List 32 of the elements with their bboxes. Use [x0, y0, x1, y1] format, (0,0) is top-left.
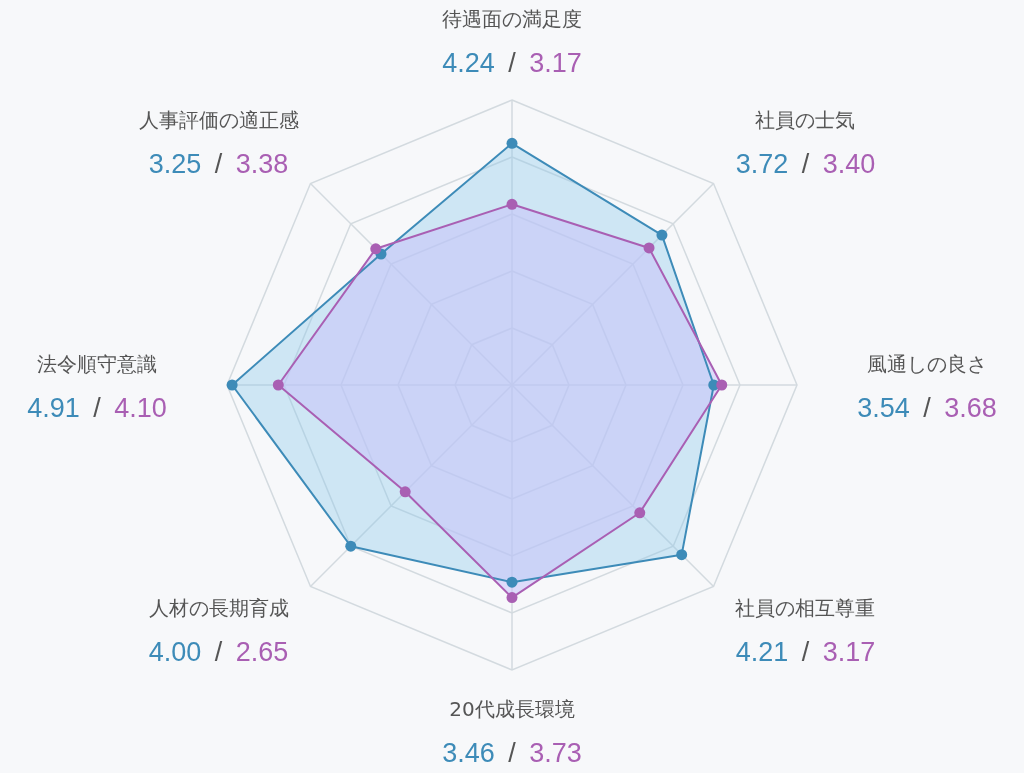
spoke-label: 法令順守意識	[37, 352, 157, 376]
text: /	[801, 149, 810, 180]
text: 3.38	[235, 149, 289, 180]
text: /	[214, 636, 223, 667]
spoke-label: 20代成長環境	[449, 697, 575, 721]
text: /	[508, 738, 517, 768]
text: 2.65	[235, 636, 289, 667]
text: /	[508, 48, 517, 78]
text: /	[214, 149, 223, 180]
text: 4.00	[148, 636, 202, 667]
text: 3.17	[529, 48, 582, 78]
text: 4.91	[27, 393, 80, 423]
text: /	[93, 393, 102, 423]
text: 3.72	[735, 149, 789, 180]
text: 3.54	[857, 393, 910, 423]
spoke-label: 社員の相互尊重	[735, 595, 876, 620]
text: /	[923, 393, 932, 423]
text: 3.68	[944, 393, 997, 423]
spoke-label: 人材の長期育成	[148, 595, 289, 620]
text: 3.46	[442, 738, 495, 768]
spoke-label: 待遇面の満足度	[442, 7, 582, 31]
text: 4.24	[442, 48, 495, 78]
text: 4.21	[735, 636, 789, 667]
spoke-label: 社員の士気	[755, 108, 856, 133]
text: 4.10	[114, 393, 167, 423]
text: 3.25	[148, 149, 202, 180]
text: /	[801, 636, 810, 667]
spoke-label: 風通しの良さ	[867, 352, 987, 376]
text: 3.17	[822, 636, 876, 667]
text: 3.73	[529, 738, 582, 768]
text: 3.40	[822, 149, 876, 180]
spoke-label: 人事評価の適正感	[138, 108, 299, 133]
